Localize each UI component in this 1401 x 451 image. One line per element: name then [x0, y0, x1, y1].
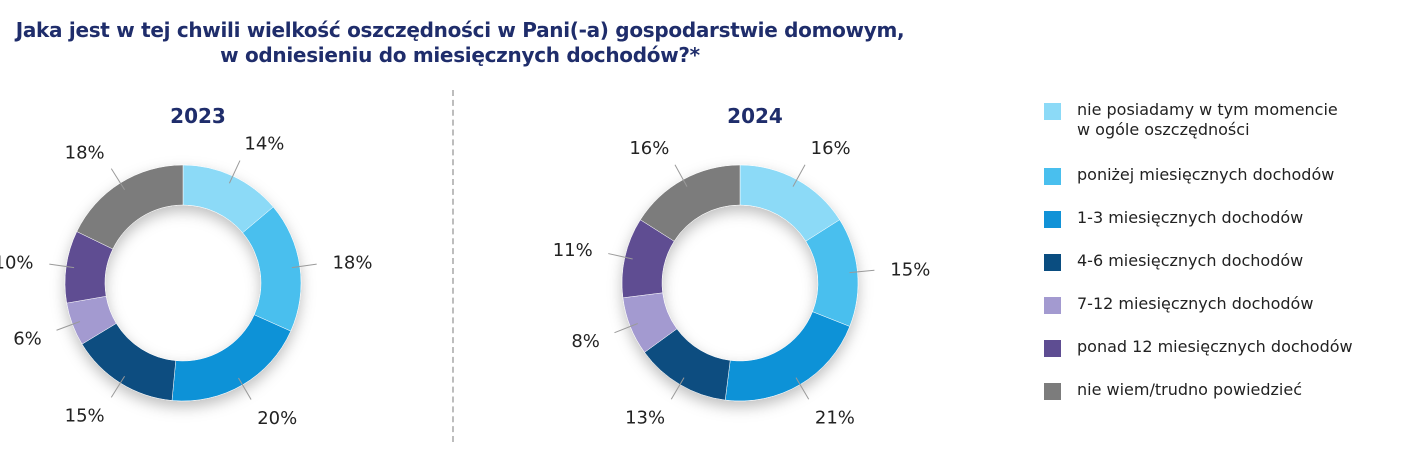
donut-slice [242, 206, 302, 332]
leader-line [110, 168, 126, 191]
title-line-2: w odniesieniu do miesięcznych dochodów?* [220, 43, 700, 67]
data-label: 16% [811, 138, 851, 159]
chart-year-title: 2024 [727, 104, 783, 128]
data-label: 18% [332, 252, 372, 273]
legend-item: 7-12 miesięcznych dochodów [1044, 294, 1313, 314]
donut-chart-2023: 2023 14% 18% 20% 15% 6% 10% 18% [0, 104, 372, 429]
legend-swatch [1044, 297, 1061, 314]
legend-swatch [1044, 383, 1061, 400]
data-label: 6% [13, 328, 42, 349]
data-label: 8% [571, 331, 600, 352]
legend-swatch [1044, 340, 1061, 357]
legend-item: 1-3 miesięcznych dochodów [1044, 208, 1303, 228]
data-label: 21% [815, 407, 855, 428]
leader-line [608, 253, 633, 260]
data-label: 14% [244, 133, 284, 154]
leader-line [49, 263, 75, 269]
legend-label: nie posiadamy w tym momencie w ogóle osz… [1077, 100, 1338, 139]
leader-line [238, 377, 252, 400]
legend-label: ponad 12 miesięcznych dochodów [1077, 337, 1353, 356]
legend-label: 7-12 miesięcznych dochodów [1077, 294, 1314, 313]
legend-swatch [1044, 168, 1061, 185]
leader-line [674, 164, 688, 187]
title-line-1: Jaka jest w tej chwili wielkość oszczędn… [15, 18, 905, 42]
donut-slice [76, 164, 184, 250]
legend-item: ponad 12 miesięcznych dochodów [1044, 337, 1353, 357]
leader-line [291, 263, 317, 269]
chart-title: Jaka jest w tej chwili wielkość oszczędn… [0, 18, 920, 68]
donut-charts: 2023 14% 18% 20% 15% 6% 10% 18% 2024 16% 15% 21% 13%… [0, 104, 931, 429]
leader-line [110, 375, 126, 398]
chart-year-title: 2023 [170, 104, 226, 128]
legend-swatch [1044, 103, 1061, 120]
donut-slice [724, 311, 851, 402]
data-label: 11% [553, 240, 593, 261]
leader-line [849, 269, 875, 274]
data-label: 15% [890, 259, 930, 280]
legend-label: 1-3 miesięcznych dochodów [1077, 208, 1304, 227]
legend-item: poniżej miesięcznych dochodów [1044, 165, 1334, 185]
legend-item: nie wiem/trudno powiedzieć [1044, 380, 1302, 400]
donut-slice [171, 314, 292, 402]
legend-item: nie posiadamy w tym momencie w ogóle osz… [1044, 100, 1338, 140]
leader-line [670, 377, 685, 400]
leader-line [228, 160, 241, 184]
data-label: 16% [629, 138, 669, 159]
legend-swatch [1044, 211, 1061, 228]
leader-line [792, 164, 806, 187]
leader-line [614, 323, 638, 334]
legend-swatch [1044, 254, 1061, 271]
leader-line [56, 321, 81, 331]
data-label: 10% [0, 252, 34, 273]
legend-label: poniżej miesięcznych dochodów [1077, 165, 1335, 184]
legend-label: 4-6 miesięcznych dochodów [1077, 251, 1304, 270]
leader-line [795, 377, 810, 400]
legend-label: nie wiem/trudno powiedzieć [1077, 380, 1302, 399]
legend-item: 4-6 miesięcznych dochodów [1044, 251, 1303, 271]
data-label: 18% [65, 143, 105, 164]
data-label: 15% [65, 405, 105, 426]
data-label: 13% [625, 407, 665, 428]
chart-divider [452, 90, 454, 442]
donut-slice [640, 164, 741, 242]
donut-chart-2024: 2024 16% 15% 21% 13% 8% 11% 16% [553, 104, 931, 428]
data-label: 20% [257, 408, 297, 429]
